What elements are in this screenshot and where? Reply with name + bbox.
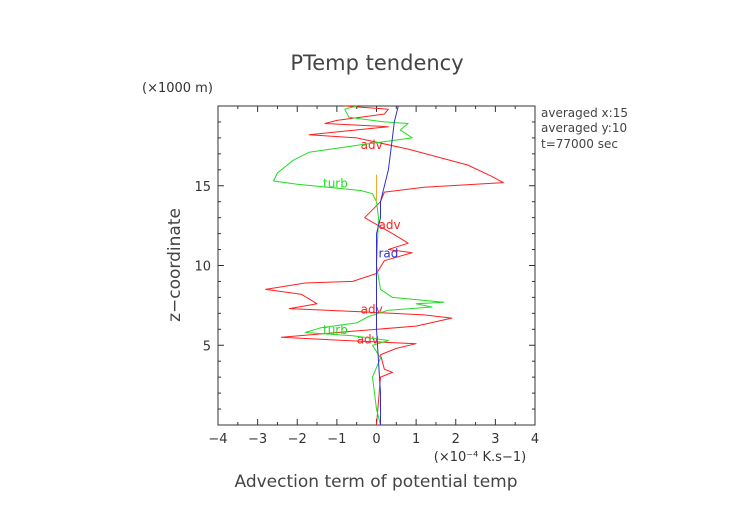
y-tick-label-2: 15 (194, 180, 211, 195)
annotation-time: t=77000 sec (541, 137, 618, 151)
x-tick-label-3: −1 (327, 432, 346, 447)
y-tick-label-0: 5 (203, 339, 211, 354)
x-tick-label-6: 2 (452, 432, 460, 447)
x-tick-label-0: −4 (208, 432, 227, 447)
adv-curve-label-1: adv (378, 218, 400, 232)
x-tick-label-5: 1 (412, 432, 420, 447)
turb-series-line (273, 105, 445, 426)
annotation-averaged-x: averaged x:15 (541, 106, 628, 120)
chart-title: PTemp tendency (290, 51, 463, 75)
x-tick-label-2: −2 (288, 432, 307, 447)
y-axis-label: z−coordinate (165, 208, 185, 322)
y-tick-label-1: 10 (194, 260, 211, 275)
x-tick-label-1: −3 (248, 432, 267, 447)
x-axis-label: Advection term of potential temp (234, 472, 517, 492)
turb-curve-label-1: turb (323, 323, 348, 337)
x-axis-unit: (×10⁻⁴ K.s−1) (434, 450, 526, 465)
annotation-averaged-y: averaged y:10 (541, 121, 627, 135)
adv-curve-label-2: adv (361, 302, 383, 316)
x-tick-label-7: 3 (491, 432, 499, 447)
rad-curve-label-0: rad (378, 247, 398, 261)
x-tick-label-8: 4 (531, 432, 539, 447)
adv-series-line (265, 105, 504, 426)
turb-curve-label-0: turb (323, 176, 348, 190)
adv-curve-label-0: adv (361, 138, 383, 152)
x-tick-label-4: 0 (372, 432, 380, 447)
y-axis-unit: (×1000 m) (142, 81, 213, 96)
adv-curve-label-3: adv (357, 333, 379, 347)
rad-series-line (376, 105, 399, 425)
plot-area: −4 −3 −2 −1 0 1 2 3 451015advadvadvadvturbturbra… (194, 105, 539, 447)
